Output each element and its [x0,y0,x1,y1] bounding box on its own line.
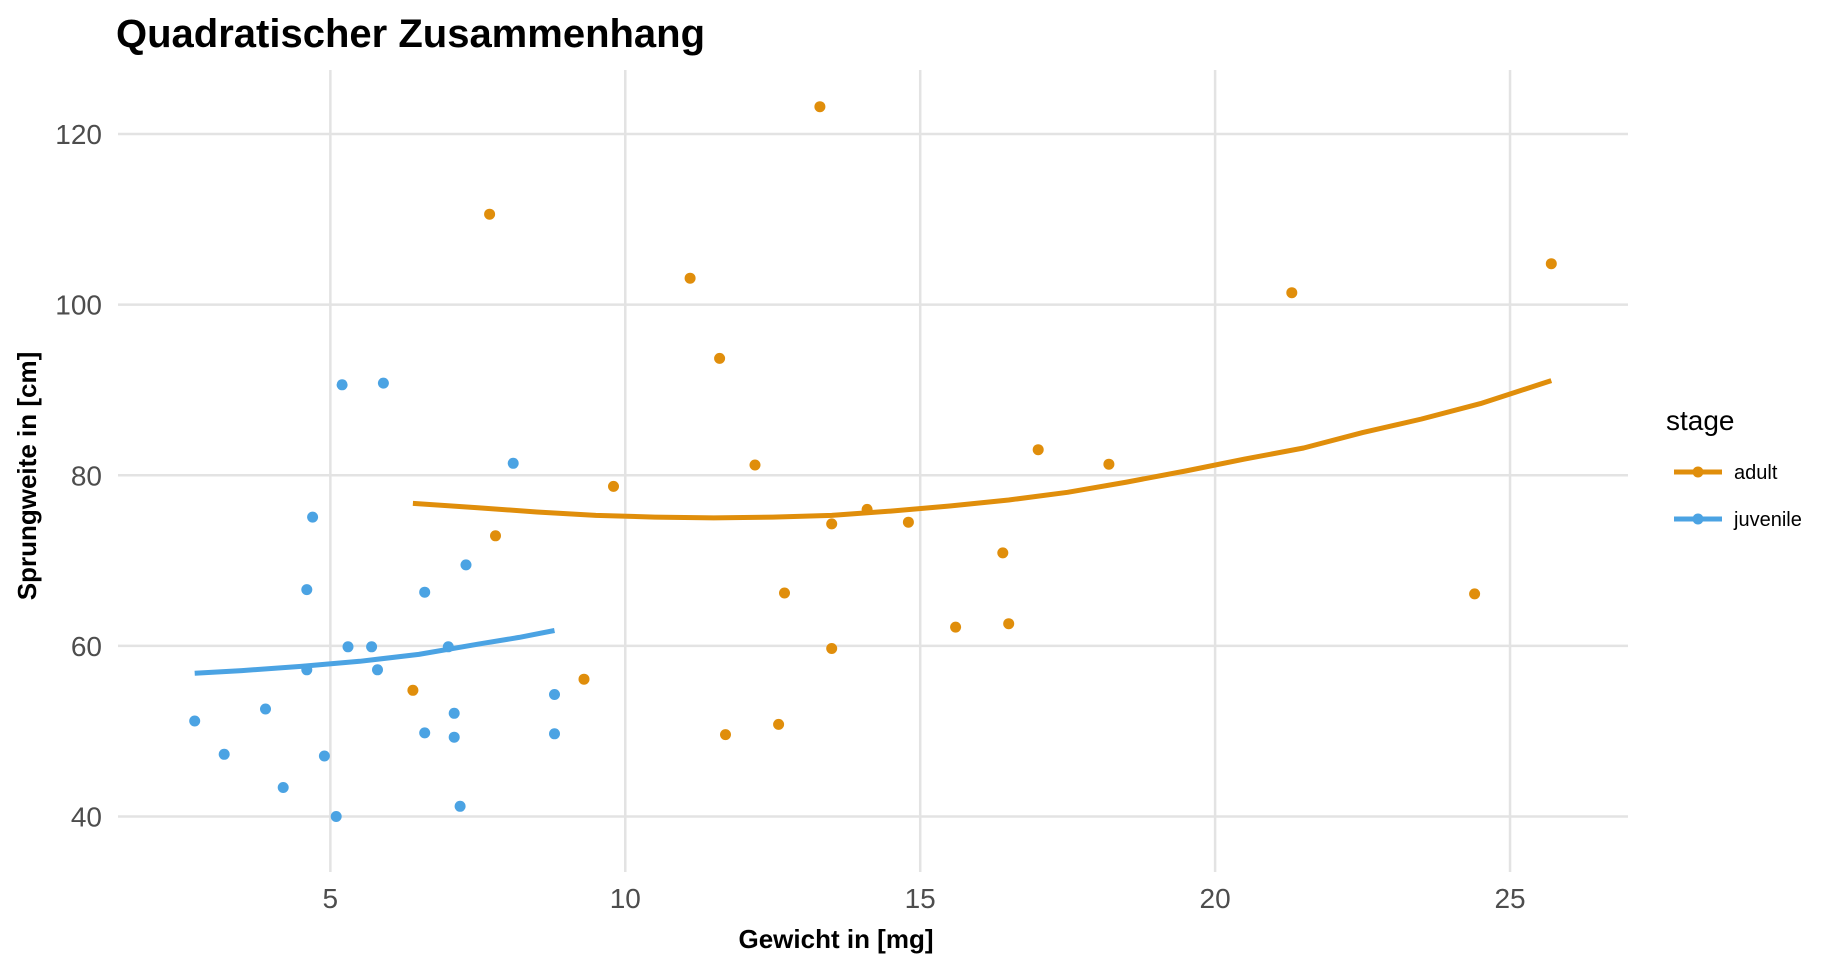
data-point-juvenile [318,750,330,762]
data-point-juvenile [260,703,271,715]
data-point-adult [861,503,873,515]
data-point-juvenile [342,641,354,653]
data-point-juvenile [301,664,313,676]
data-point-adult [1545,258,1557,270]
fit-line-adult [412,378,1553,521]
data-point-adult [749,459,761,471]
data-point-adult [608,480,619,492]
data-point-adult [779,587,790,599]
data-point-juvenile [454,800,466,812]
y-tick-label: 40 [71,802,102,833]
data-point-juvenile [419,727,431,739]
data-point-juvenile [377,377,389,389]
data-point-adult [1032,444,1044,456]
data-point-juvenile [507,457,519,469]
data-point-juvenile [549,728,560,740]
legend-key-point-adult [1692,466,1704,478]
y-tick-label: 120 [55,119,102,150]
legend-label-adult: adult [1734,462,1778,484]
data-point-adult [773,718,785,730]
data-point-adult [484,208,496,220]
grid-lines [118,70,1628,872]
chart-title: Quadratischer Zusammenhang [116,12,705,56]
data-point-adult [490,530,501,542]
data-point-juvenile [336,379,348,391]
tick-labels: 5 10 15 20 25 40 60 80 100 120 [55,119,1525,914]
y-tick-label: 100 [55,290,102,321]
y-axis-title: Sprungweite in [cm] [12,352,42,600]
data-point-juvenile [448,707,460,719]
data-point-juvenile [277,782,289,793]
data-point-adult [826,518,838,530]
data-point-adult [997,547,1009,559]
data-point-adult [950,621,962,633]
legend: stage adult juvenile [1666,405,1802,531]
data-point-juvenile [442,641,454,653]
y-tick-label: 60 [71,631,102,662]
data-point-adult [578,673,590,685]
x-tick-label: 15 [905,883,936,914]
x-axis-title: Gewicht in [mg] [739,924,934,954]
data-point-adult [1286,287,1298,299]
data-point-adult [720,729,731,741]
fit-line-juvenile [194,628,555,676]
data-point-adult [684,272,696,284]
data-point-adult [1103,458,1115,470]
fit-lines [194,378,1553,676]
data-point-juvenile [366,641,378,653]
x-tick-label: 5 [323,883,339,914]
x-tick-label: 25 [1494,883,1525,914]
data-point-adult [1003,618,1015,630]
data-point-adult [902,516,914,528]
data-point-juvenile [189,715,201,727]
data-point-adult [814,101,826,113]
data-points [189,101,1557,822]
data-point-adult [826,643,838,654]
data-point-juvenile [330,811,342,822]
y-tick-label: 80 [71,460,102,491]
legend-title: stage [1666,405,1735,436]
data-point-juvenile [419,586,431,598]
legend-key-point-juvenile [1692,513,1704,525]
data-point-adult [1469,588,1481,600]
data-point-juvenile [307,511,319,523]
data-point-juvenile [448,731,460,743]
data-point-juvenile [372,664,383,676]
x-tick-label: 10 [610,883,641,914]
data-point-juvenile [460,559,472,571]
data-point-juvenile [301,584,313,596]
data-point-juvenile [549,689,560,700]
data-point-adult [407,684,419,696]
data-point-adult [714,352,726,364]
data-point-juvenile [218,748,230,760]
x-tick-label: 20 [1200,883,1231,914]
legend-label-juvenile: juvenile [1733,509,1802,531]
